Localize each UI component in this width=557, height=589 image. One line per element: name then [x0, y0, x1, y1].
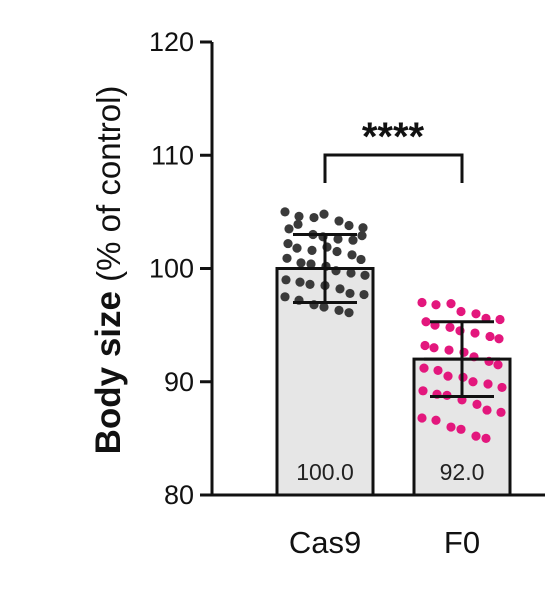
- significance-bracket: [323, 153, 464, 183]
- data-point-cas9: [332, 246, 342, 257]
- data-point-f0: [470, 328, 480, 338]
- data-point-f0: [495, 314, 505, 325]
- error-bars-layer: [287, 233, 500, 398]
- data-point-f0: [446, 422, 456, 432]
- data-point-f0: [420, 340, 430, 351]
- data-point-cas9: [296, 258, 306, 268]
- data-point-f0: [417, 297, 427, 308]
- data-point-cas9: [344, 220, 354, 231]
- data-point-f0: [472, 399, 482, 409]
- data-point-f0: [494, 334, 504, 344]
- y-axis-label-rest: (% of control): [90, 86, 127, 291]
- y-axis-label: Body size (% of control): [89, 86, 128, 455]
- data-point-cas9: [283, 238, 293, 249]
- data-point-f0: [456, 424, 466, 434]
- data-point-f0: [429, 343, 439, 353]
- value-labels-layer: 100.0 92.0: [296, 459, 484, 485]
- data-point-cas9: [347, 250, 357, 260]
- bar-value-label-cas9: 100.0: [296, 459, 354, 485]
- data-point-cas9: [280, 292, 290, 302]
- data-point-f0: [444, 345, 454, 355]
- data-point-cas9: [346, 268, 356, 278]
- x-tick-label-cas9: Cas9: [289, 525, 361, 560]
- data-point-cas9: [344, 308, 354, 318]
- data-point-f0: [497, 382, 507, 393]
- data-point-f0: [471, 309, 481, 319]
- data-point-cas9: [334, 305, 344, 316]
- data-point-cas9: [334, 216, 344, 226]
- data-point-f0: [493, 360, 503, 370]
- data-point-f0: [421, 317, 431, 327]
- data-point-cas9: [357, 231, 367, 241]
- bar-value-label-f0: 92.0: [440, 459, 485, 485]
- data-point-cas9: [306, 259, 316, 269]
- points-layer: [280, 207, 507, 443]
- data-point-cas9: [281, 275, 291, 285]
- data-point-f0: [417, 413, 427, 423]
- data-point-f0: [446, 299, 456, 309]
- y-tick-label-120: 120: [149, 27, 194, 57]
- data-point-cas9: [280, 207, 290, 217]
- data-point-cas9: [284, 224, 294, 234]
- data-point-cas9: [335, 284, 345, 294]
- data-point-f0: [496, 407, 506, 417]
- data-point-f0: [485, 331, 495, 342]
- data-point-f0: [481, 433, 491, 443]
- significance-annotation: ****: [323, 115, 464, 183]
- data-point-f0: [431, 300, 441, 310]
- data-point-cas9: [294, 211, 304, 222]
- x-tick-label-f0: F0: [444, 525, 480, 560]
- data-point-f0: [471, 431, 481, 441]
- data-point-f0: [468, 377, 478, 387]
- data-point-cas9: [307, 245, 317, 255]
- data-point-cas9: [292, 243, 302, 253]
- data-point-cas9: [356, 254, 366, 265]
- significance-stars: ****: [362, 115, 425, 159]
- data-point-f0: [433, 365, 443, 376]
- y-tick-label-90: 90: [164, 367, 194, 397]
- data-point-cas9: [319, 302, 329, 312]
- data-point-f0: [431, 415, 441, 425]
- y-tick-label-110: 110: [151, 140, 194, 170]
- data-point-cas9: [309, 212, 319, 223]
- data-point-f0: [483, 379, 493, 389]
- data-point-cas9: [293, 219, 303, 229]
- y-tick-label-80: 80: [164, 480, 194, 510]
- y-axis: 80 90 100 110 120: [149, 27, 545, 510]
- data-point-cas9: [319, 209, 329, 219]
- data-point-cas9: [360, 270, 370, 280]
- data-point-cas9: [305, 279, 315, 289]
- y-tick-label-100: 100: [149, 254, 194, 284]
- data-point-cas9: [295, 277, 305, 287]
- category-labels: Cas9 F0: [289, 525, 480, 560]
- data-point-f0: [419, 363, 429, 373]
- data-point-f0: [418, 386, 428, 396]
- data-point-cas9: [333, 234, 343, 244]
- data-point-cas9: [358, 223, 368, 233]
- data-point-f0: [456, 306, 466, 317]
- data-point-f0: [445, 322, 455, 332]
- data-point-cas9: [348, 235, 358, 245]
- data-point-cas9: [282, 253, 292, 263]
- data-point-f0: [482, 405, 492, 415]
- data-point-f0: [443, 371, 453, 381]
- data-point-cas9: [359, 289, 369, 300]
- y-axis-label-bold: Body size: [89, 291, 128, 454]
- data-point-cas9: [345, 288, 355, 299]
